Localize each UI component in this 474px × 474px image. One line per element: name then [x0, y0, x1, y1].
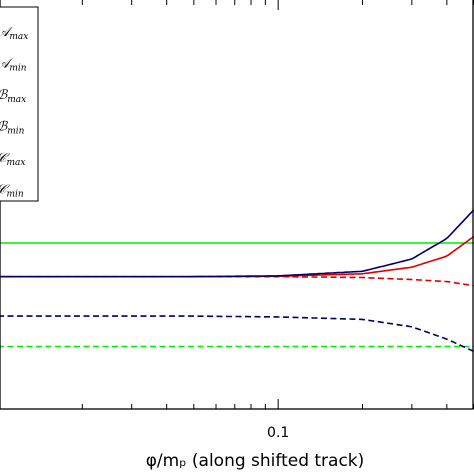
legend-entry-4: 𝒞max: [0, 151, 25, 168]
x-axis-label: φ/mₚ (along shifted track): [146, 451, 365, 471]
series-line-3: [0, 275, 474, 287]
x-axis-ticks: 0.1: [81, 0, 474, 441]
legend-entry-5: 𝒞min: [0, 183, 24, 200]
series-line-4: [0, 209, 474, 278]
legend-box: [0, 6, 39, 202]
x-tick-label: 0.1: [267, 425, 289, 441]
legend: 𝒜max𝒜minℬmaxℬmin𝒞max𝒞min: [0, 6, 39, 202]
axes-frame: [0, 0, 474, 410]
series-line-5: [0, 315, 474, 353]
series-lines: [0, 209, 474, 353]
legend-entry-2: ℬmax: [0, 88, 26, 105]
plot-frame: [0, 0, 474, 410]
legend-entry-3: ℬmin: [0, 120, 25, 137]
